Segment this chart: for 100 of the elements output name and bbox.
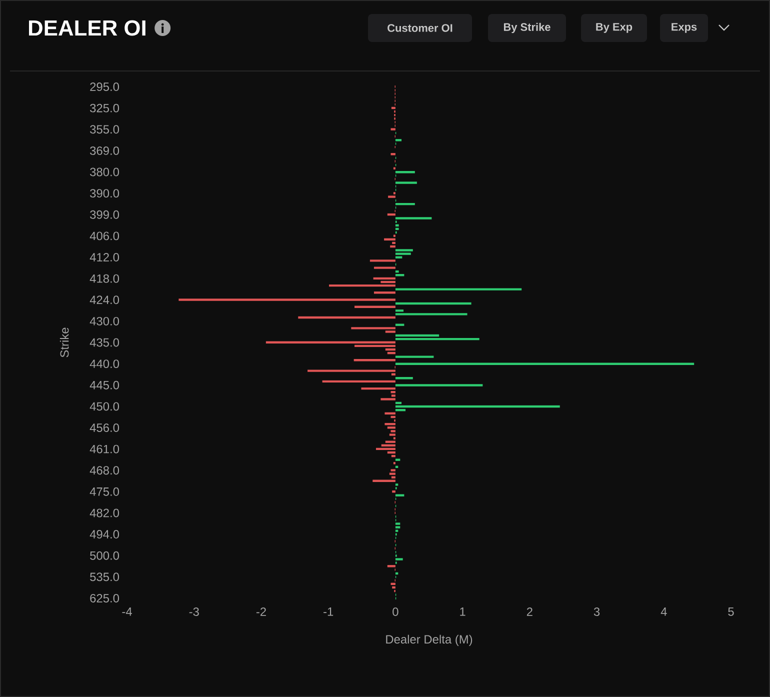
y-tick-label: 430.0 xyxy=(90,316,120,326)
y-tick-label: 461.0 xyxy=(90,444,120,454)
y-axis-title: Strike xyxy=(60,328,69,358)
bar xyxy=(395,484,398,486)
bar xyxy=(387,213,396,216)
bar xyxy=(395,182,417,184)
bar xyxy=(387,426,396,429)
bar xyxy=(354,306,396,308)
bar xyxy=(388,196,396,198)
y-tick-label: 456.0 xyxy=(90,424,120,432)
bar xyxy=(392,586,396,589)
bar xyxy=(372,480,396,482)
x-tick-label: -1 xyxy=(324,608,334,616)
y-tick-label: 406.0 xyxy=(90,232,120,240)
y-tick-label: 424.0 xyxy=(90,296,120,304)
bar xyxy=(266,341,396,344)
y-tick-label: 500.0 xyxy=(90,551,120,560)
y-tick-label: 325.0 xyxy=(90,104,120,112)
bar xyxy=(387,352,396,354)
chart-title: DEALER OI xyxy=(28,20,146,36)
bar xyxy=(395,217,432,220)
bar xyxy=(329,284,396,287)
bar xyxy=(380,398,396,400)
y-tick-label: 468.0 xyxy=(90,466,120,475)
x-tick-label: 0 xyxy=(392,608,398,616)
bar xyxy=(395,338,480,340)
x-tick-label: 3 xyxy=(594,608,600,616)
bar xyxy=(361,387,396,390)
bar xyxy=(387,565,396,568)
bar xyxy=(384,422,396,426)
bar xyxy=(298,316,396,319)
bar xyxy=(395,526,400,528)
bar xyxy=(395,356,434,358)
x-tick-label: -4 xyxy=(122,608,132,616)
bar xyxy=(395,202,415,206)
bar xyxy=(376,448,396,450)
text: Customer OI xyxy=(388,24,452,32)
bar xyxy=(395,522,400,525)
x-tick-label: -2 xyxy=(256,608,266,616)
bar xyxy=(374,266,396,269)
bar xyxy=(308,370,396,372)
bar xyxy=(395,139,402,142)
bar xyxy=(395,171,415,174)
y-tick-label: 295.0 xyxy=(90,82,120,91)
y-tick-label: 390.0 xyxy=(90,189,120,198)
bar xyxy=(389,434,396,436)
y-tick-label: 412.0 xyxy=(90,253,120,262)
bar xyxy=(395,558,403,560)
bar xyxy=(395,405,560,408)
y-tick-label: 535.0 xyxy=(90,572,120,582)
x-tick-label: 2 xyxy=(526,608,532,616)
bar xyxy=(395,384,483,386)
bar xyxy=(395,228,399,230)
y-tick-label: 380.0 xyxy=(90,168,120,176)
bar xyxy=(389,472,396,475)
text: By Strike xyxy=(504,22,550,34)
bar xyxy=(370,260,396,262)
bar xyxy=(395,494,404,496)
bar xyxy=(395,302,472,305)
x-tick-label: -3 xyxy=(189,608,199,616)
bar xyxy=(385,440,396,443)
bar xyxy=(395,313,468,316)
bar xyxy=(395,324,404,326)
bar xyxy=(395,252,411,255)
bar xyxy=(374,292,396,294)
bar xyxy=(178,298,396,301)
x-axis-title: Dealer Delta (M) xyxy=(386,634,472,646)
bar xyxy=(395,458,400,461)
bar xyxy=(395,224,399,226)
y-tick-label: 494.0 xyxy=(90,530,120,539)
bar xyxy=(392,490,396,493)
bar xyxy=(390,245,396,248)
bar xyxy=(390,430,396,432)
x-tick-label: 5 xyxy=(728,608,734,616)
bar xyxy=(395,377,413,380)
bar xyxy=(384,238,396,240)
bar xyxy=(391,454,396,458)
bar xyxy=(354,359,396,362)
y-tick-label: 475.0 xyxy=(90,487,120,496)
bar xyxy=(390,128,396,130)
bar xyxy=(391,106,396,110)
bar xyxy=(322,380,396,383)
y-tick-label: 625.0 xyxy=(90,594,120,602)
y-tick-label: 450.0 xyxy=(90,402,120,411)
y-tick-label: 440.0 xyxy=(90,360,120,368)
y-tick-label: 399.0 xyxy=(90,210,120,219)
bar xyxy=(384,412,396,415)
y-tick-label: 369.0 xyxy=(90,146,120,155)
bar xyxy=(395,249,413,252)
y-tick-label: 445.0 xyxy=(90,380,120,390)
bar xyxy=(395,530,398,532)
y-tick-label: 435.0 xyxy=(90,338,120,347)
x-tick-label: 1 xyxy=(460,608,466,616)
x-tick-label: 4 xyxy=(660,608,667,616)
y-tick-label: 418.0 xyxy=(90,274,120,283)
y-tick-label: 482.0 xyxy=(90,508,120,518)
bar xyxy=(395,288,522,290)
y-tick-label: 355.0 xyxy=(90,125,120,134)
text: By Exp xyxy=(596,23,632,33)
bar xyxy=(390,469,396,472)
